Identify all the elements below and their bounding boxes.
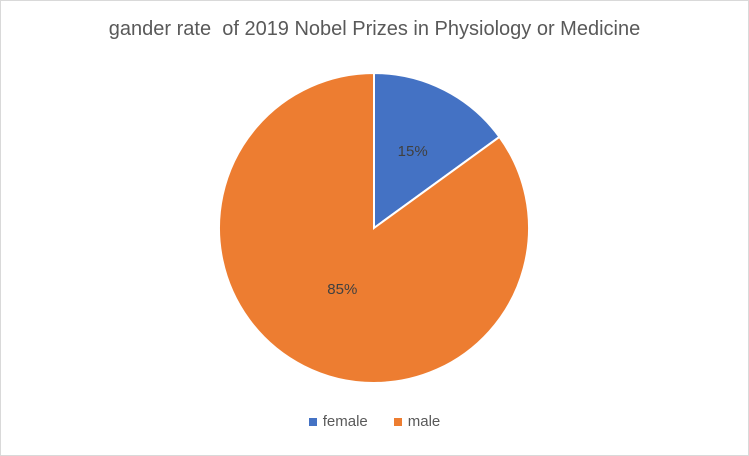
legend-label-female: female	[322, 413, 368, 430]
legend-label-male: male	[407, 413, 441, 430]
chart-title: gander rate of 2019 Nobel Prizes in Phys…	[108, 18, 641, 40]
pie-slice-female	[373, 71, 501, 230]
legend-swatch-female	[308, 417, 317, 426]
legend-swatch-male	[393, 417, 402, 426]
pie-slice-male	[218, 71, 530, 384]
legend-entry-female: female	[308, 413, 368, 430]
data-label-male: 85%	[327, 281, 357, 298]
legend: female male	[0, 413, 749, 430]
legend-entry-male: male	[393, 413, 441, 430]
data-label-female: 15%	[398, 143, 428, 160]
